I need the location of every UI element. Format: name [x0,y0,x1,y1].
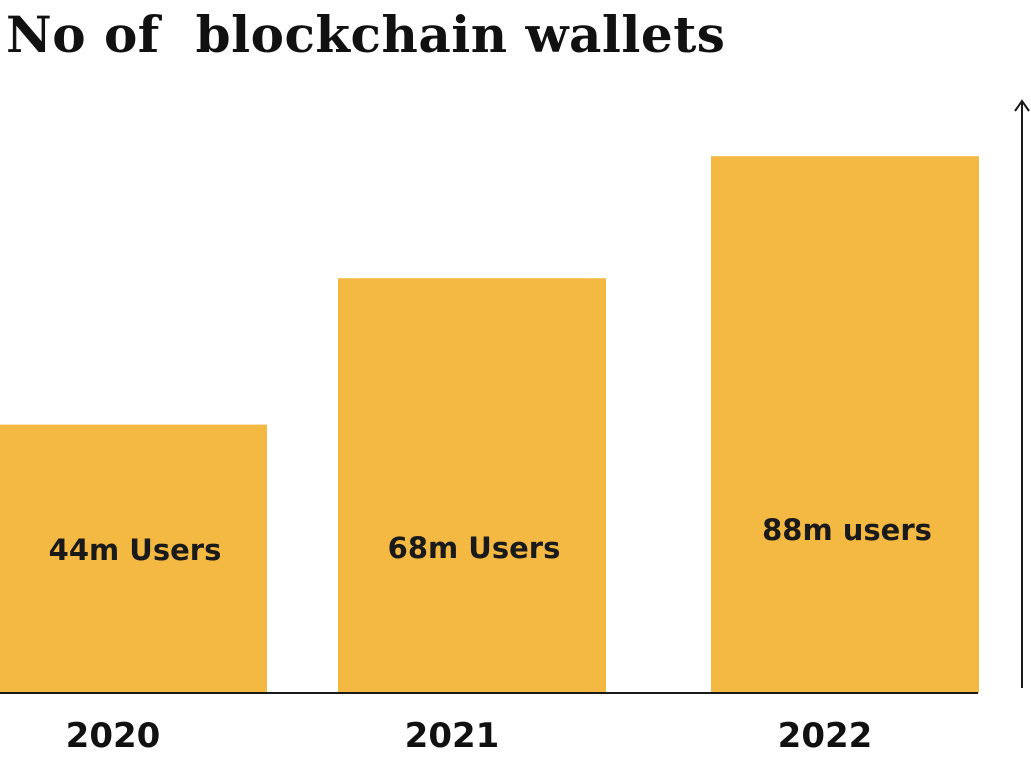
arrow-up-icon [1014,99,1030,112]
x-tick-labels-group: 2020 2021 2022 [66,716,873,756]
bar-2021 [338,278,606,693]
bar-labels-group: 44m Users 68m Users 88m users [49,513,932,567]
bar-2020 [0,424,267,693]
bar-2022 [711,156,979,693]
x-tick-label: 2022 [778,716,873,756]
x-tick-label: 2020 [66,716,161,756]
y-axis-arrow [1014,99,1030,688]
x-tick-label: 2021 [405,716,500,756]
bar-value-label: 88m users [762,513,932,547]
bar-value-label: 68m Users [388,531,561,565]
chart-title: No of blockchain wallets [6,5,726,64]
bars-group [0,156,979,693]
bar-value-label: 44m Users [49,533,222,567]
